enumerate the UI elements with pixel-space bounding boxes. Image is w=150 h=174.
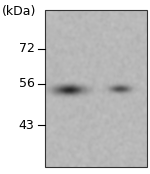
Text: 56: 56 xyxy=(19,77,34,90)
Text: (kDa): (kDa) xyxy=(2,5,36,18)
Text: 43: 43 xyxy=(19,119,34,132)
Bar xyxy=(45,10,147,167)
Text: 72: 72 xyxy=(19,42,34,55)
